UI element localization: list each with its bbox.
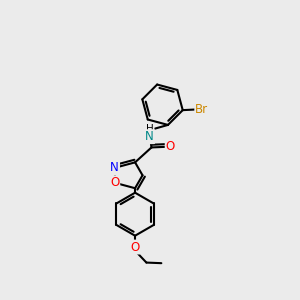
Text: O: O — [130, 241, 140, 254]
Text: N: N — [110, 161, 119, 174]
Text: O: O — [166, 140, 175, 153]
Text: O: O — [110, 176, 119, 189]
Text: Br: Br — [195, 103, 208, 116]
Text: N: N — [145, 130, 154, 143]
Text: H: H — [146, 124, 154, 134]
